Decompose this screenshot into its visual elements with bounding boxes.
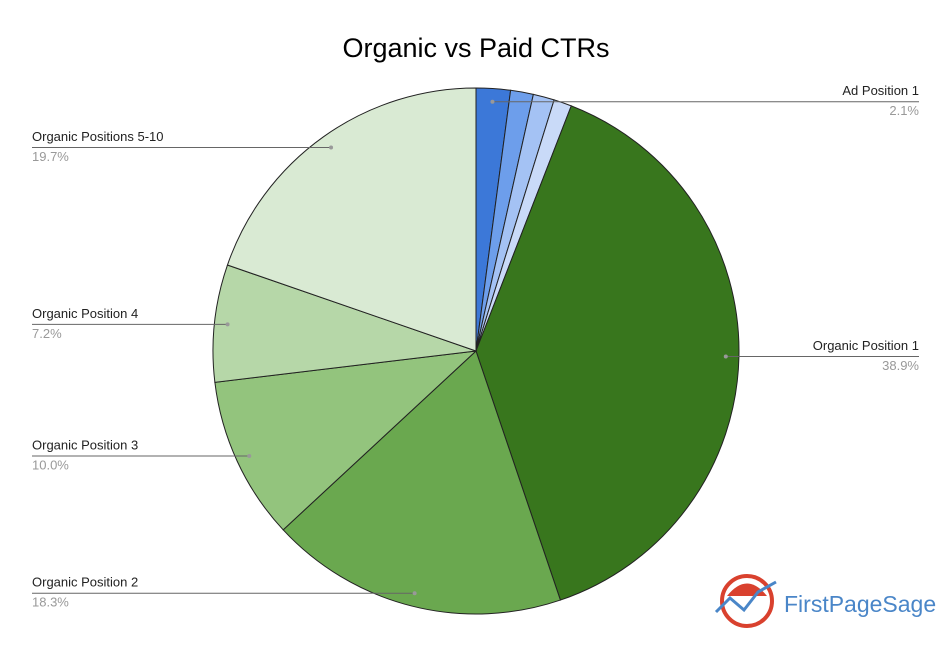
slice-value: 38.9% — [882, 358, 919, 373]
slice-value: 18.3% — [32, 595, 69, 610]
leader-dot — [225, 322, 230, 327]
leader-dot — [412, 591, 417, 596]
logo-line — [714, 580, 777, 614]
pie-slice — [226, 87, 477, 352]
slice-label: Ad Position 1 — [842, 83, 919, 98]
leader-dot — [723, 354, 728, 359]
pie-slice — [212, 264, 477, 383]
leader-dot — [490, 99, 495, 104]
slice-label: Organic Position 1 — [813, 338, 919, 353]
slice-value: 10.0% — [32, 457, 69, 472]
slice-label: Organic Position 2 — [32, 575, 138, 590]
slice-label: Organic Position 3 — [32, 437, 138, 452]
chart-title: Organic vs Paid CTRs — [342, 33, 609, 63]
pie-slice — [282, 350, 562, 615]
slice-value: 19.7% — [32, 149, 69, 164]
logo-text: FirstPageSage — [784, 591, 936, 617]
slice-label: Organic Positions 5-10 — [32, 129, 164, 144]
leader-dot — [329, 145, 334, 150]
slice-value: 7.2% — [32, 326, 62, 341]
leader-dot — [247, 453, 252, 458]
logo: FirstPageSage — [714, 574, 936, 628]
slice-value: 2.1% — [889, 103, 919, 118]
pie-slice — [214, 350, 478, 531]
slice-label: Organic Position 4 — [32, 306, 138, 321]
logo-ring — [720, 574, 774, 628]
